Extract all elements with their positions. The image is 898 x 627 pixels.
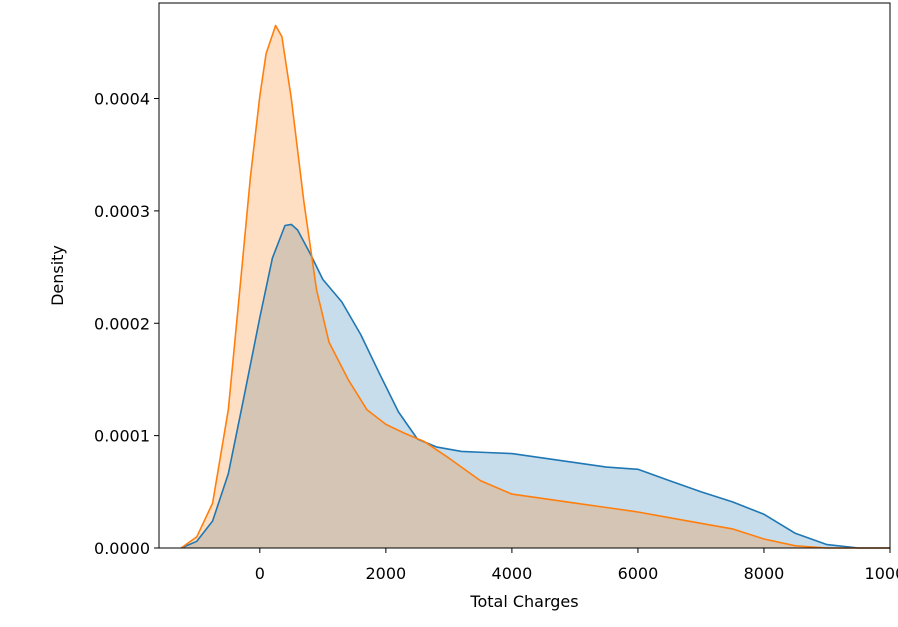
x-axis: 0 2000 4000 6000 8000 10000 [255, 548, 898, 583]
y-axis: 0.0000 0.0001 0.0002 0.0003 0.0004 [94, 90, 159, 558]
plot-area [158, 2, 891, 549]
x-tick-label: 8000 [744, 564, 785, 583]
x-tick-label: 4000 [492, 564, 533, 583]
y-tick-label: 0.0001 [94, 427, 150, 446]
x-tick-label: 6000 [618, 564, 659, 583]
x-axis-label: Total Charges [469, 592, 578, 611]
y-tick-label: 0.0002 [94, 314, 150, 333]
x-tick-label: 2000 [366, 564, 407, 583]
plot-frame [158, 2, 891, 549]
density-area-2 [181, 25, 891, 548]
series-layer [180, 24, 891, 549]
x-tick-label: 0 [255, 564, 265, 583]
y-tick-label: 0.0000 [94, 539, 150, 558]
y-tick-label: 0.0003 [94, 202, 150, 221]
y-tick-label: 0.0004 [94, 90, 150, 109]
y-axis-label: Density [48, 245, 67, 306]
x-tick-label: 10000 [865, 564, 898, 583]
density-line-2 [180, 24, 890, 549]
density-area-1 [181, 224, 891, 548]
